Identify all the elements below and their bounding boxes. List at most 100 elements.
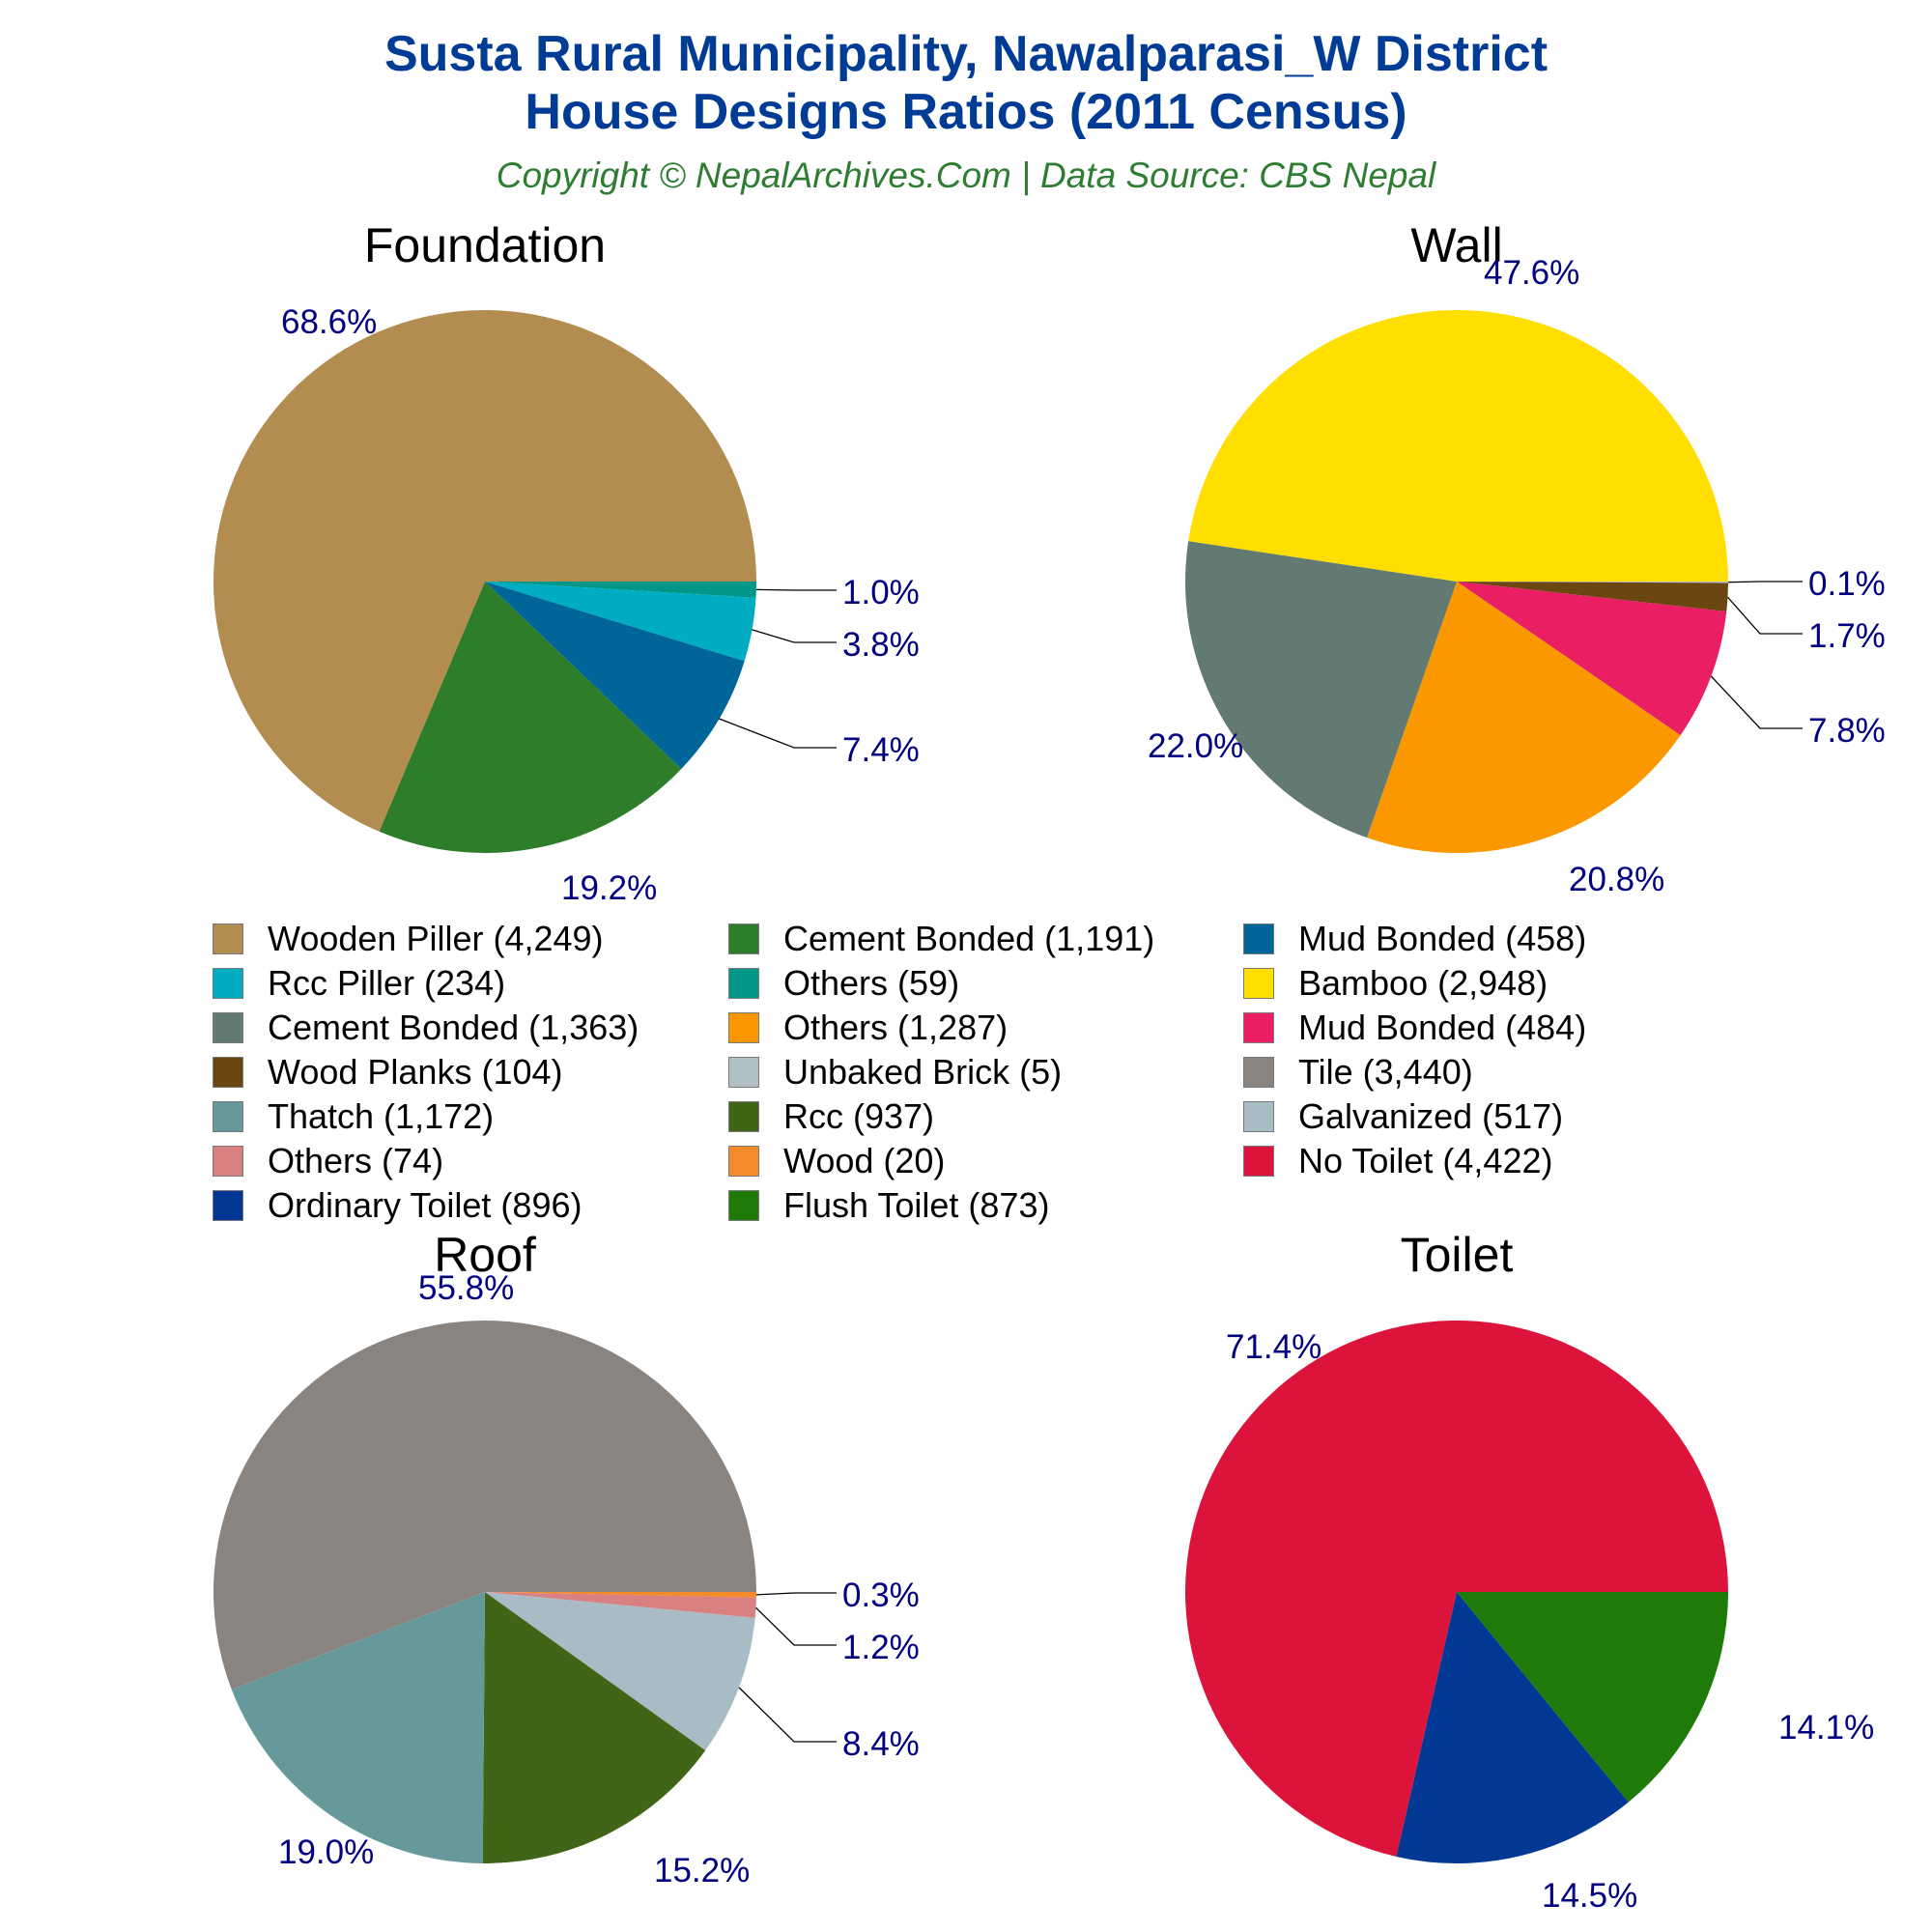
percent-label: 3.8% — [842, 626, 920, 664]
legend-item: No Toilet (4,422) — [1243, 1139, 1552, 1183]
pie-slice-bamboo — [1188, 309, 1729, 582]
percent-label: 22.0% — [1148, 727, 1243, 765]
percent-label: 14.5% — [1542, 1877, 1637, 1915]
pie-roof: 0.3% 1.2% 8.4% 15.2% 19.0% 55.8% — [213, 1269, 920, 1889]
legend-swatch — [1243, 1057, 1274, 1088]
legend-label: Wooden Piller (4,249) — [268, 919, 604, 958]
percent-label: 14.1% — [1778, 1709, 1874, 1747]
legend-label: Thatch (1,172) — [268, 1096, 495, 1136]
leader-line — [1727, 596, 1803, 635]
legend-swatch — [213, 923, 243, 954]
percent-label: 71.4% — [1226, 1328, 1321, 1366]
leader-line — [719, 718, 837, 749]
pie-title-wall: Wall — [1410, 218, 1503, 272]
legend-item: Wood (20) — [728, 1139, 945, 1183]
legend-label: Unbaked Brick (5) — [783, 1052, 1063, 1092]
pie-slice-others — [1367, 582, 1681, 853]
pie-slice-galvanized — [485, 1592, 755, 1751]
leader-line — [1710, 675, 1803, 729]
percent-label: 0.3% — [842, 1577, 920, 1614]
percent-label: 55.8% — [418, 1269, 514, 1307]
percent-label: 47.6% — [1484, 254, 1579, 292]
percent-label: 8.4% — [842, 1725, 920, 1763]
pie-slice-flush-toilet — [1457, 1592, 1728, 1803]
legend-swatch — [728, 968, 759, 999]
legend-item: Bamboo (2,948) — [1243, 961, 1548, 1006]
legend-swatch — [213, 1190, 243, 1221]
legend-item: Ordinary Toilet (896) — [213, 1183, 582, 1228]
pie-title-toilet: Toilet — [1400, 1228, 1514, 1282]
pie-slice-wood — [485, 1592, 756, 1598]
legend-item: Others (74) — [213, 1139, 443, 1183]
legend-label: Rcc (937) — [783, 1096, 935, 1136]
legend-swatch — [728, 1057, 759, 1088]
legend-swatch — [1243, 968, 1274, 999]
pie-title-foundation: Foundation — [363, 218, 607, 272]
legend-swatch — [213, 1057, 243, 1088]
legend-swatch — [213, 1012, 243, 1043]
legend-item: Rcc (937) — [728, 1094, 934, 1139]
leader-line — [755, 1592, 837, 1596]
legend-swatch — [728, 1146, 759, 1177]
legend-swatch — [213, 1146, 243, 1177]
pie-slice-others — [485, 582, 756, 598]
pie-slice-rcc-piller — [485, 582, 756, 662]
legend-swatch — [213, 968, 243, 999]
pie-slice-thatch — [231, 1592, 486, 1863]
percent-label: 0.1% — [1808, 565, 1886, 603]
legend-item: Mud Bonded (458) — [1243, 917, 1586, 961]
percent-label: 1.2% — [842, 1629, 920, 1666]
percent-label: 19.2% — [561, 869, 657, 907]
pie-slice-ordinary-toilet — [1396, 1592, 1629, 1863]
legend-item: Others (1,287) — [728, 1006, 1008, 1050]
legend-label: Others (74) — [268, 1141, 444, 1180]
legend-swatch — [728, 1101, 759, 1132]
percent-label: 1.0% — [842, 574, 920, 611]
percent-label: 7.4% — [842, 731, 920, 769]
leader-line — [752, 629, 837, 643]
percent-label: 68.6% — [281, 303, 377, 341]
pie-slice-no-toilet — [1184, 1321, 1728, 1857]
leader-line — [755, 1606, 837, 1646]
legend-label: Wood (20) — [783, 1141, 946, 1180]
pie-toilet: 14.1% 14.5% 71.4% — [1184, 1321, 1874, 1915]
legend-swatch — [1243, 1012, 1274, 1043]
legend-swatch — [213, 1101, 243, 1132]
legend-label: Others (1,287) — [783, 1008, 1009, 1047]
legend-label: Cement Bonded (1,191) — [783, 919, 1155, 958]
legend-item: Galvanized (517) — [1243, 1094, 1563, 1139]
legend-item: Wood Planks (104) — [213, 1050, 563, 1094]
chart-subtitle: Copyright © NepalArchives.Com | Data Sou… — [496, 156, 1436, 195]
legend-item: Rcc Piller (234) — [213, 961, 505, 1006]
pie-slice-wood-planks — [1457, 582, 1728, 612]
legend-label: Wood Planks (104) — [268, 1052, 563, 1092]
legend-item: Others (59) — [728, 961, 959, 1006]
pie-slice-cement-bonded — [1184, 541, 1457, 838]
leader-line — [738, 1687, 837, 1743]
legend-label: Rcc Piller (234) — [268, 963, 506, 1003]
legend-item: Flush Toilet (873) — [728, 1183, 1049, 1228]
pie-title-roof: Roof — [434, 1228, 536, 1282]
legend-item: Mud Bonded (484) — [1243, 1006, 1586, 1050]
legend-swatch — [1243, 923, 1274, 954]
legend-item: Tile (3,440) — [1243, 1050, 1473, 1094]
chart-title-line2: House Designs Ratios (2011 Census) — [525, 84, 1407, 140]
legend-item: Cement Bonded (1,191) — [728, 917, 1154, 961]
percent-label: 15.2% — [654, 1852, 750, 1889]
pie-slice-others — [485, 1592, 756, 1618]
legend-label: Bamboo (2,948) — [1298, 963, 1548, 1003]
pie-slice-mud-bonded — [485, 582, 745, 770]
legend-label: Mud Bonded (458) — [1298, 919, 1587, 958]
legend-label: Galvanized (517) — [1298, 1096, 1564, 1136]
pie-slice-rcc — [482, 1592, 706, 1863]
legend-label: Others (59) — [783, 963, 960, 1003]
legend-item: Cement Bonded (1,363) — [213, 1006, 639, 1050]
pie-slice-tile — [213, 1321, 756, 1690]
legend-label: Tile (3,440) — [1298, 1052, 1473, 1092]
legend-swatch — [728, 1012, 759, 1043]
legend-swatch — [1243, 1146, 1274, 1177]
legend-item: Wooden Piller (4,249) — [213, 917, 604, 961]
legend-item: Thatch (1,172) — [213, 1094, 494, 1139]
percent-label: 1.7% — [1808, 617, 1886, 655]
legend-label: Ordinary Toilet (896) — [268, 1185, 582, 1225]
